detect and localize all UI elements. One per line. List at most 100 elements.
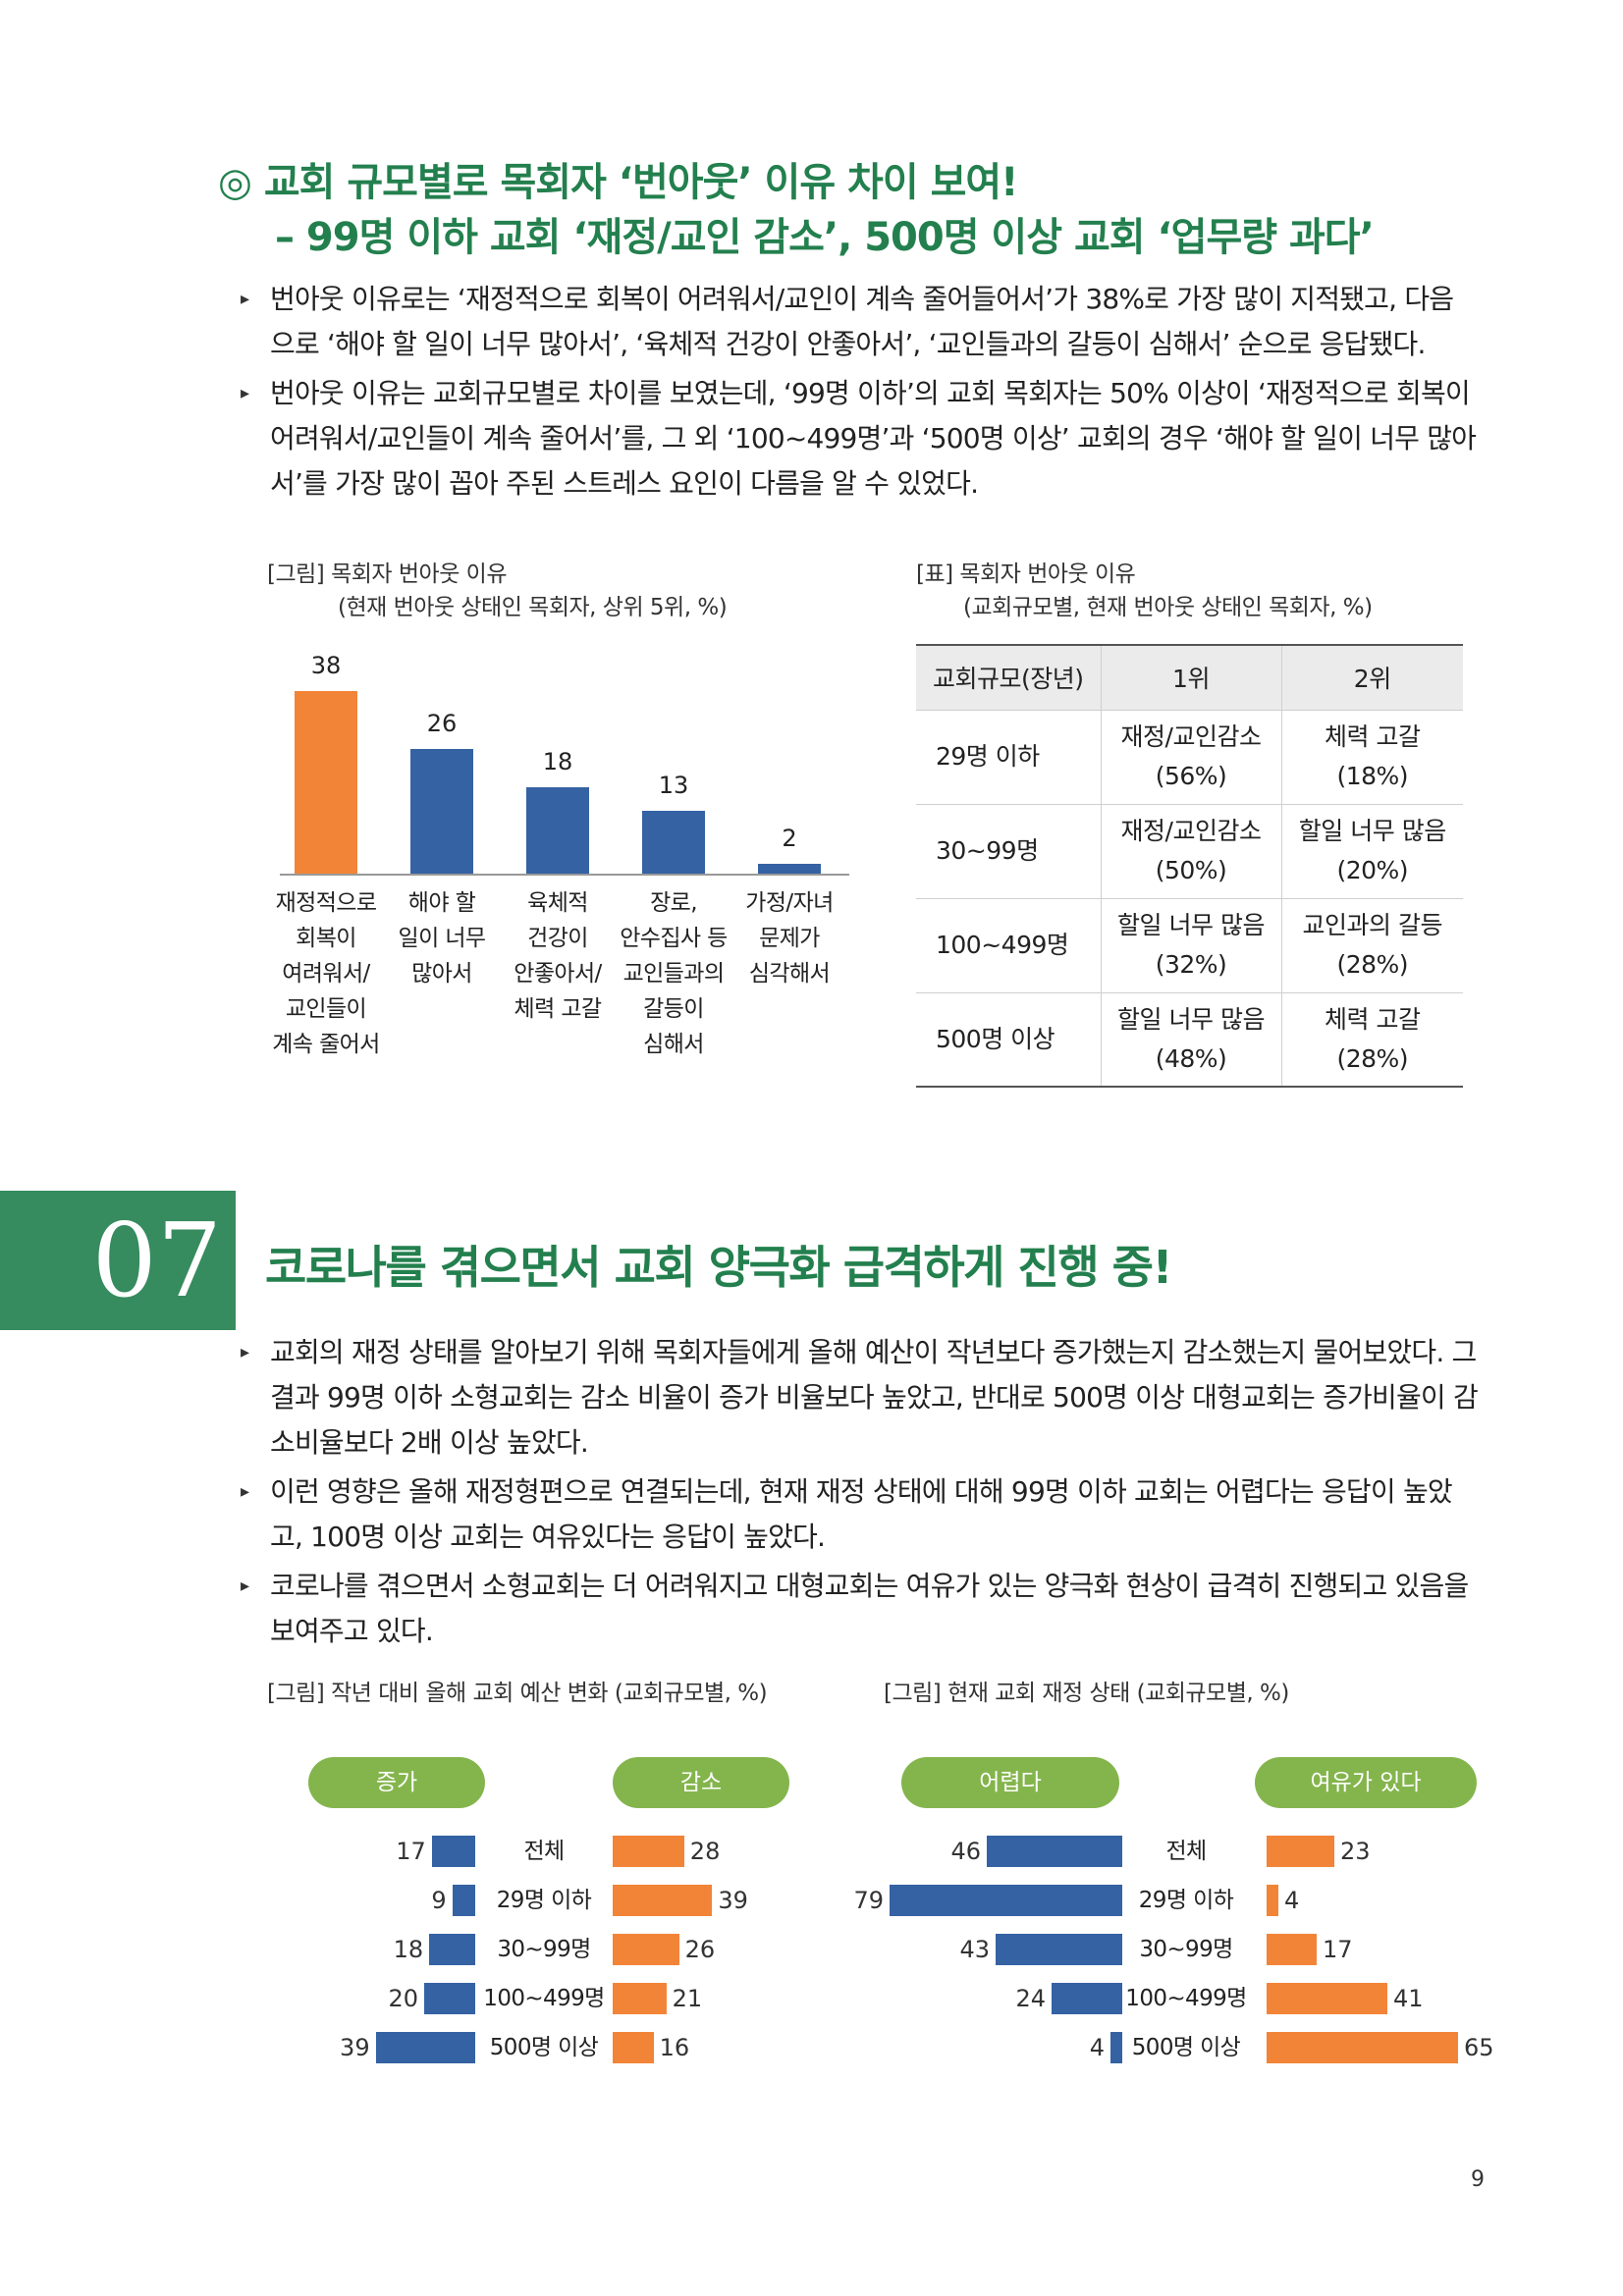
data-label: 17 <box>1323 1936 1353 1963</box>
data-label: 16 <box>659 2034 690 2061</box>
budget-and-finance-butterfly-charts: 전체 17 28 29명 이하 9 39 30~99명 18 26 100~499명 20 21 500… <box>0 1836 1623 2091</box>
table-header-cell: 1위 <box>1100 644 1281 710</box>
category-label: 육체적 건강이 안좋아서/체력 고갈 <box>500 885 616 1027</box>
rank2-cell: 할일 너무 많음 (20%) <box>1280 803 1463 898</box>
rank1-reason: 재정/교인감소 <box>1120 817 1262 845</box>
data-label: 39 <box>340 2034 370 2061</box>
category-label: 가정/자녀 문제가 심각해서 <box>731 885 847 991</box>
table-row: 100~499명 할일 너무 많음 (32%) 교인과의 갈등 (28%) <box>916 897 1463 992</box>
rank1-cell: 할일 너무 많음 (32%) <box>1100 897 1281 992</box>
page-number: 9 <box>1471 2167 1485 2192</box>
bar <box>1267 1983 1387 2014</box>
rank1-percent: (32%) <box>1155 950 1227 979</box>
data-label: 20 <box>388 1985 418 2012</box>
category-label-line: 많아서 <box>411 961 472 987</box>
category-label: 500명 이상 <box>489 2035 599 2060</box>
rank2-cell: 체력 고갈 (18%) <box>1280 709 1463 804</box>
burnout-reason-bar-chart: 38 재정적으로 회복이 여려워서/교인들이 계속 줄어서 26 해야 할 일이 너무 많아서 1… <box>265 648 864 1070</box>
bar <box>526 786 589 874</box>
table-header-cell: 교회규모(장년) <box>916 644 1101 710</box>
church-size-cell: 100~499명 <box>916 897 1101 992</box>
burnout-chart-caption: [그림] 목회자 번아웃 이유 (현재 번아웃 상태인 목회자, 상위 5위, … <box>267 558 728 624</box>
rank2-reason: 체력 고갈 <box>1325 1004 1421 1034</box>
category-label: 29명 이하 <box>1138 1888 1234 1913</box>
bullet-paragraph: 번아웃 이유로는 ‘재정적으로 회복이 어려워서/교인이 계속 줄어들어서’가 … <box>241 277 1478 367</box>
burnout-table-caption-title: [표] 목회자 번아웃 이유 <box>916 561 1136 587</box>
data-label: 9 <box>431 1887 447 1914</box>
burnout-table-caption: [표] 목회자 번아웃 이유 (교회규모별, 현재 번아웃 상태인 목회자, %… <box>916 558 1373 624</box>
bullet-paragraph: 이런 영향은 올해 재정형편으로 연결되는데, 현재 재정 상태에 대해 99명… <box>241 1469 1478 1560</box>
data-label: 4 <box>1284 1887 1300 1914</box>
section-heading-line2: – 99명 이하 교회 ‘재정/교인 감소’, 500명 이상 교회 ‘업무량 … <box>275 215 1375 260</box>
category-label: 30~99명 <box>1139 1937 1233 1962</box>
data-label: 26 <box>684 1936 716 1963</box>
category-label-line: 계속 줄어서 <box>272 1032 380 1057</box>
church-size-cell: 29명 이하 <box>916 709 1101 804</box>
category-label-line: 안좋아서/ <box>514 961 602 987</box>
bar <box>452 1885 475 1916</box>
church-size-cell: 500명 이상 <box>916 991 1101 1088</box>
category-label-line: 심해서 <box>643 1032 704 1057</box>
bar <box>424 1983 475 2014</box>
rank2-percent: (18%) <box>1336 762 1409 790</box>
rank2-percent: (28%) <box>1336 950 1409 979</box>
category-label-line: 교인들과의 <box>622 961 725 987</box>
bar <box>410 748 473 874</box>
data-label: 13 <box>658 772 689 800</box>
category-label-line: 장로, <box>650 890 697 916</box>
burnout-table-caption-note: (교회규모별, 현재 번아웃 상태인 목회자, %) <box>963 595 1373 620</box>
category-label: 100~499명 <box>483 1986 605 2011</box>
bar <box>1052 1983 1122 2014</box>
data-label: 4 <box>1089 2034 1105 2061</box>
category-label: 해야 할 일이 너무 많아서 <box>384 885 500 991</box>
rank1-percent: (48%) <box>1155 1043 1227 1073</box>
category-label-line: 갈등이 <box>643 996 704 1022</box>
rank1-percent: (56%) <box>1155 762 1227 790</box>
rank1-reason: 할일 너무 많음 <box>1117 911 1265 939</box>
bullet-paragraph: 코로나를 겪으면서 소형교회는 더 어려워지고 대형교회는 여유가 있는 양극화… <box>241 1564 1478 1654</box>
church-size-cell: 30~99명 <box>916 803 1101 898</box>
rank1-cell: 할일 너무 많음 (48%) <box>1100 991 1281 1088</box>
bar <box>613 2032 654 2063</box>
rank2-reason: 할일 너무 많음 <box>1298 817 1446 845</box>
table-row: 30~99명 재정/교인감소 (50%) 할일 너무 많음 (20%) <box>916 803 1463 898</box>
section6-bullets: 번아웃 이유로는 ‘재정적으로 회복이 어려워서/교인이 계속 줄어들어서’가 … <box>241 277 1478 510</box>
data-label: 21 <box>672 1985 703 2012</box>
category-label-line: 문제가 <box>759 926 820 951</box>
difficult-legend-pill: 어렵다 <box>901 1757 1119 1808</box>
category-label-line: 회복이 <box>296 926 356 951</box>
burnout-rank-table: 교회규모(장년) 1위 2위 29명 이하 재정/교인감소 (56%) 체력 고갈… <box>916 644 1463 1088</box>
bar <box>613 1983 667 2014</box>
data-label: 79 <box>853 1887 884 1914</box>
table-header-row: 교회규모(장년) 1위 2위 <box>916 644 1463 710</box>
bar <box>1267 1836 1334 1867</box>
comfortable-legend-pill: 여유가 있다 <box>1255 1757 1477 1808</box>
table-header-cell: 2위 <box>1280 644 1463 710</box>
burnout-chart-caption-title: [그림] 목회자 번아웃 이유 <box>267 561 507 587</box>
bar <box>295 690 357 874</box>
category-label: 재정적으로 회복이 여려워서/교인들이 계속 줄어서 <box>268 885 384 1062</box>
bar <box>1267 1885 1278 1916</box>
section-heading-line1: ◎ 교회 규모별로 목회자 ‘번아웃’ 이유 차이 보여! <box>218 160 1018 205</box>
bar <box>890 1885 1122 1916</box>
data-label: 23 <box>1340 1838 1371 1865</box>
bar <box>996 1934 1122 1965</box>
category-label-line: 체력 고갈 <box>514 996 603 1022</box>
category-label: 100~499명 <box>1125 1986 1247 2011</box>
rank2-percent: (20%) <box>1336 856 1409 884</box>
bar <box>429 1934 475 1965</box>
bar <box>375 2032 475 2063</box>
category-label: 전체 <box>1165 1839 1207 1864</box>
finance-chart-caption: [그림] 현재 교회 재정 상태 (교회규모별, %) <box>884 1681 1289 1706</box>
rank2-cell: 교인과의 갈등 (28%) <box>1280 897 1463 992</box>
bar <box>613 1934 679 1965</box>
data-label: 2 <box>782 825 797 853</box>
data-label: 18 <box>542 747 573 775</box>
category-label-line: 해야 할 <box>407 890 476 916</box>
section-title: 코로나를 겪으면서 교회 양극화 급격하게 진행 중! <box>265 1241 1172 1294</box>
chart-baseline <box>280 874 849 876</box>
data-label: 65 <box>1464 2034 1494 2061</box>
rank2-percent: (28%) <box>1336 1043 1409 1073</box>
category-label-line: 재정적으로 <box>275 890 377 916</box>
data-label: 24 <box>1015 1985 1046 2012</box>
